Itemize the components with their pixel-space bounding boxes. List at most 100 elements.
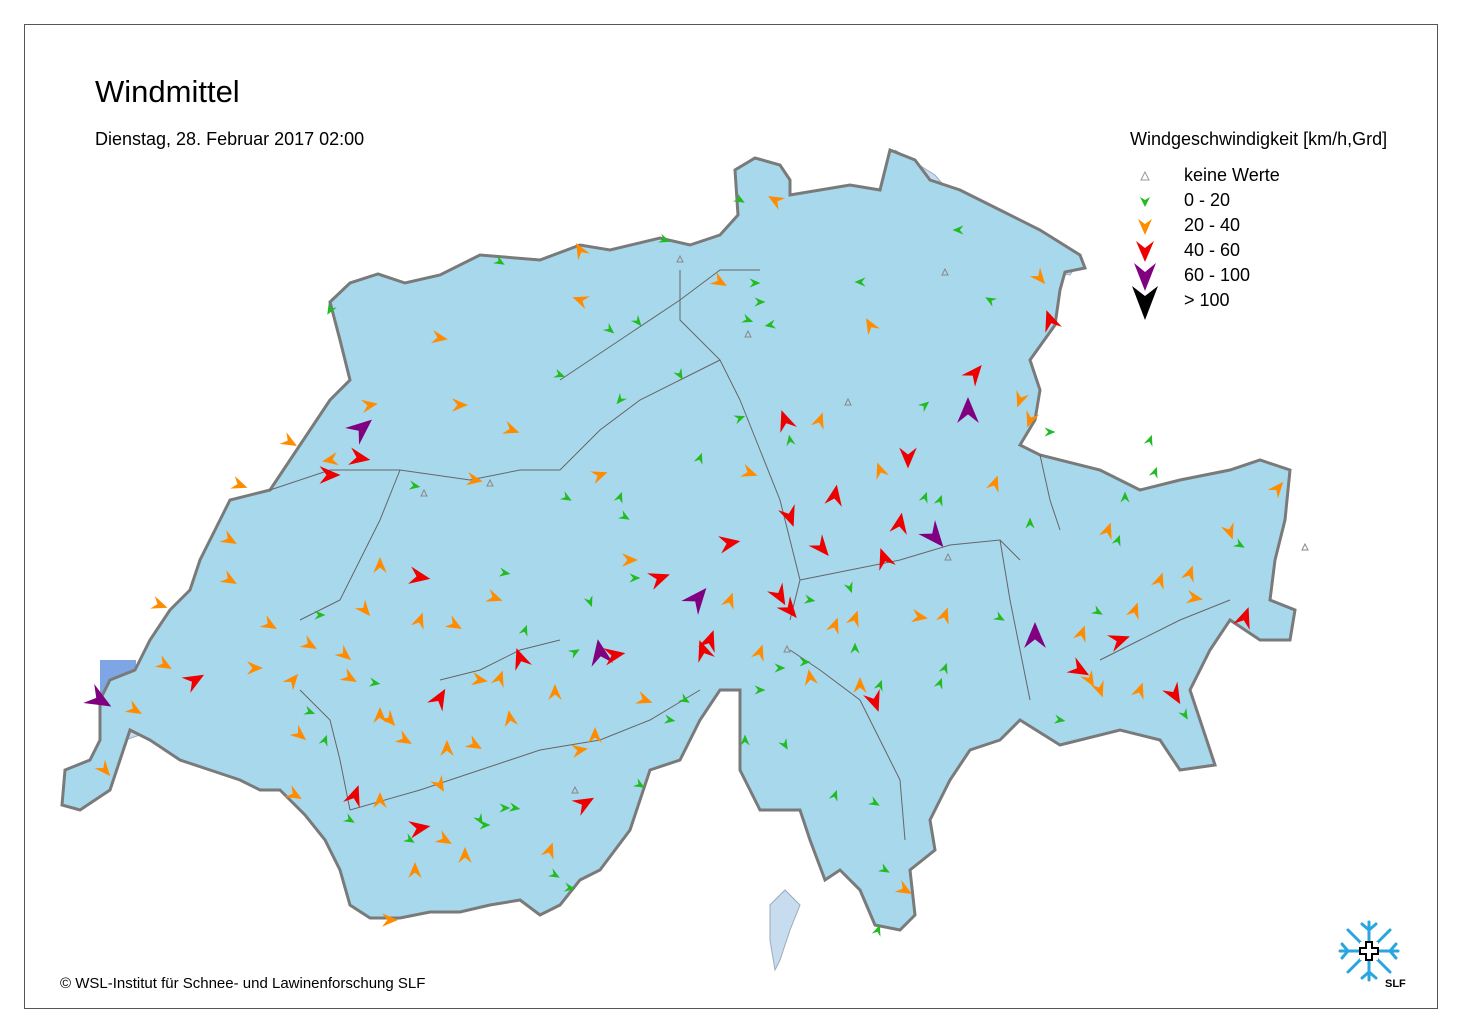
legend-label: 60 - 100 <box>1184 265 1251 285</box>
wind-arrow-marker <box>440 740 454 756</box>
wind-arrow-marker <box>591 639 614 667</box>
wind-arrow-marker <box>319 466 341 484</box>
wind-arrow-marker <box>732 193 745 203</box>
map-frame <box>24 24 1438 1009</box>
wind-arrow-marker <box>1267 481 1284 499</box>
wind-arrow-marker <box>778 504 795 527</box>
wind-arrow-marker <box>602 322 615 334</box>
wind-arrow-marker <box>845 610 859 628</box>
wind-arrow-marker <box>322 451 340 466</box>
wind-arrow-marker <box>985 475 999 493</box>
wind-arrow-marker <box>373 792 387 808</box>
wind-arrow-marker <box>354 599 371 617</box>
wind-arrow-marker <box>499 803 511 813</box>
wind-arrow-marker <box>485 588 503 602</box>
wind-arrow-marker <box>632 778 645 788</box>
wind-arrow-marker <box>479 820 491 830</box>
logo-text: SLF <box>1385 978 1406 990</box>
wind-arrow-marker <box>504 710 519 728</box>
wind-arrow-marker <box>1120 491 1130 503</box>
wind-arrow-marker <box>899 447 917 469</box>
wind-arrow-marker <box>1148 466 1158 479</box>
wind-arrow-marker <box>490 670 504 688</box>
wind-arrow-marker <box>282 673 299 691</box>
wind-arrow-marker <box>1111 534 1121 547</box>
wind-arrow-marker <box>985 297 998 307</box>
wind-arrow-marker <box>1016 390 1030 408</box>
wind-arrow-marker <box>408 480 421 490</box>
wind-arrow-marker <box>617 510 630 520</box>
wind-arrow-marker <box>548 684 562 700</box>
wind-arrow-marker <box>502 420 520 434</box>
wind-arrow-marker <box>992 611 1005 621</box>
wind-arrow-marker <box>804 669 819 687</box>
wind-arrow-marker <box>1066 657 1090 676</box>
wind-arrow-marker <box>408 821 431 839</box>
no-data-marker <box>783 644 791 653</box>
wind-arrow-marker <box>553 368 566 378</box>
wind-arrow-marker <box>570 744 588 759</box>
copyright-notice: © WSL-Institut für Schnee- und Lawinenfo… <box>60 975 426 992</box>
wind-arrow-marker <box>1107 635 1130 652</box>
wind-arrow-marker <box>373 557 387 573</box>
wind-arrow-marker <box>876 462 890 480</box>
wind-arrow-marker <box>1026 410 1040 428</box>
wind-arrow-marker <box>1130 682 1144 700</box>
wind-arrow-marker <box>698 630 715 653</box>
wind-arrow-marker <box>515 648 532 671</box>
wind-arrow-marker <box>345 419 372 445</box>
wind-arrow-marker <box>1232 538 1245 548</box>
wind-arrow-marker <box>866 318 880 336</box>
wind-arrow-marker <box>740 734 750 746</box>
wind-arrow-marker <box>1125 602 1139 620</box>
wind-arrow-marker <box>733 415 746 425</box>
wind-arrow-marker <box>1045 310 1062 333</box>
wind-arrow-marker <box>547 868 560 878</box>
wind-arrow-marker <box>83 684 112 707</box>
wind-arrow-marker <box>1090 680 1104 698</box>
wind-arrow-marker <box>402 833 415 843</box>
switzerland-territory <box>60 148 1297 972</box>
wind-arrow-marker <box>910 608 928 623</box>
wind-arrow-marker <box>810 412 824 430</box>
legend-label: 20 - 40 <box>1184 215 1241 235</box>
wind-arrow-marker <box>590 471 608 485</box>
wind-arrow-marker <box>1180 565 1194 583</box>
wind-arrow-marker <box>894 880 912 894</box>
wind-arrow-marker <box>452 398 468 412</box>
wind-arrow-marker <box>394 730 412 744</box>
slf-snowflake-cross-icon <box>1338 920 1400 982</box>
wind-arrow-marker <box>935 607 949 625</box>
wind-arrow-marker <box>1098 522 1112 540</box>
wind-arrow-marker <box>563 882 576 892</box>
wind-arrow-marker <box>647 573 670 590</box>
wind-arrow-marker <box>327 302 337 315</box>
wind-arrow-marker <box>434 830 452 844</box>
wind-arrow-marker <box>850 642 860 654</box>
wind-arrow-marker <box>259 615 277 629</box>
wind-arrow-marker <box>889 512 907 535</box>
no-data-marker <box>486 478 494 487</box>
wind-arrow-marker <box>658 233 671 243</box>
wind-arrow-marker <box>780 410 797 433</box>
wind-arrow-marker <box>492 255 505 265</box>
wind-arrow-marker <box>750 644 764 662</box>
wind-arrows-layer <box>83 193 1284 937</box>
wind-arrow-marker <box>1025 517 1035 529</box>
wind-arrow-marker <box>918 491 928 504</box>
legend-label: > 100 <box>1184 290 1230 310</box>
no-data-marker <box>744 329 752 338</box>
wind-arrow-marker <box>518 624 528 637</box>
no-data-marker <box>944 552 952 561</box>
wind-arrow-marker <box>803 594 816 604</box>
wind-arrow-marker <box>1080 669 1094 687</box>
wind-arrow-marker <box>933 677 943 690</box>
no-data-marker <box>844 397 852 406</box>
wind-arrow-marker <box>150 595 168 609</box>
wind-arrow-marker <box>318 734 328 747</box>
wind-arrow-marker <box>952 225 964 235</box>
wind-arrow-marker <box>470 671 488 686</box>
legend-label: 0 - 20 <box>1184 190 1231 210</box>
wind-arrow-marker <box>871 924 881 937</box>
wind-arrow-marker <box>681 588 707 615</box>
